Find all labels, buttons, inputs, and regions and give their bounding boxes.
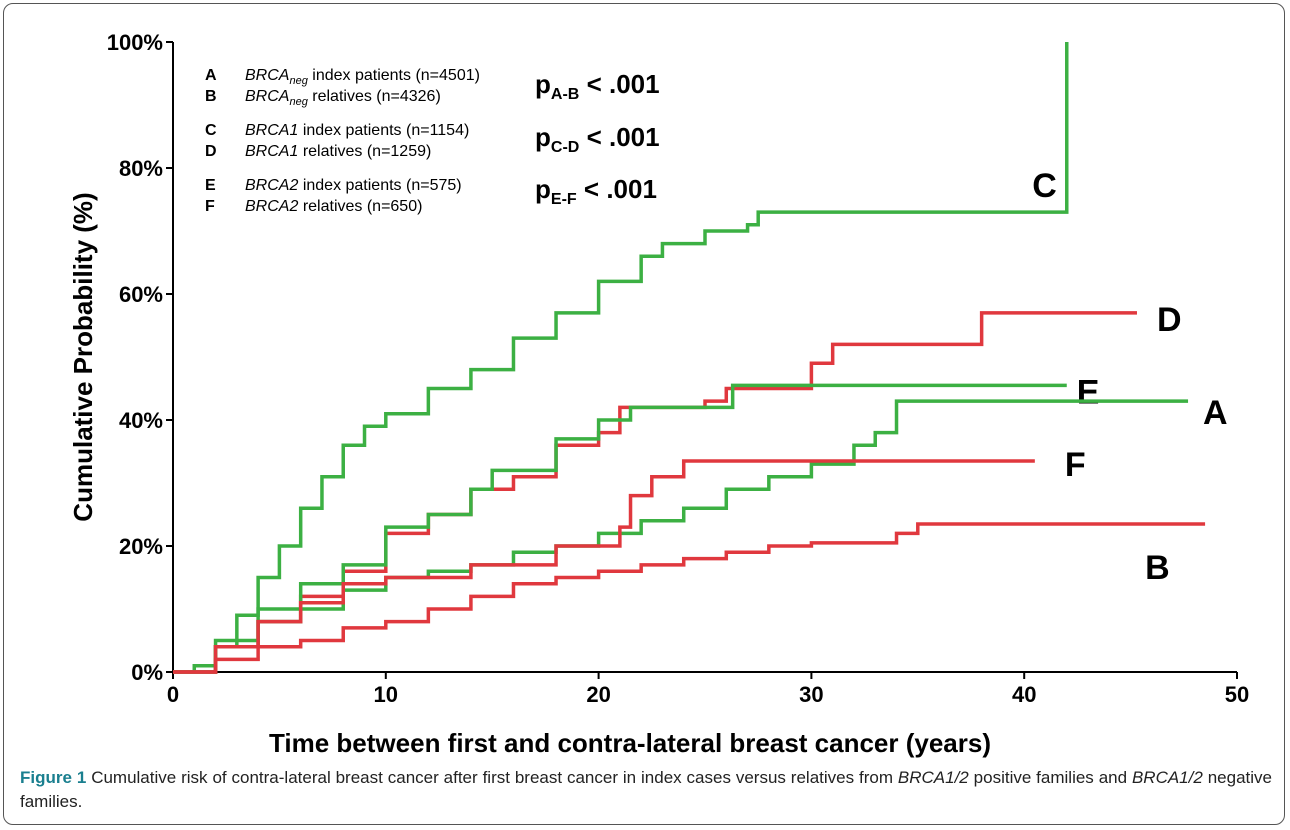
legend-desc: relatives (n=1259) <box>303 143 432 160</box>
y-tick-label: 40% <box>119 408 163 433</box>
p-sub: A-B <box>551 86 579 103</box>
legend-letter: A <box>205 67 217 84</box>
caption-text: positive families and <box>968 768 1132 787</box>
x-tick-label: 0 <box>167 682 179 707</box>
legend-sub: neg <box>289 96 308 108</box>
p-symbol: p <box>535 122 551 152</box>
p-text: < .001 <box>587 122 660 152</box>
survival-curve <box>173 383 1067 674</box>
y-axis-title: Cumulative Probability (%) <box>68 192 98 521</box>
p-value: pA-B < .001 <box>535 69 660 103</box>
caption-text: negative families. <box>20 768 1272 811</box>
curve-label: F <box>1065 446 1086 484</box>
p-symbol: p <box>535 174 551 204</box>
p-value: pC-D < .001 <box>535 122 660 156</box>
legend-letter: C <box>205 122 217 139</box>
legend-letter: B <box>205 88 217 105</box>
p-space <box>579 69 586 99</box>
p-value: pE-F < .001 <box>535 174 657 208</box>
survival-curve <box>173 399 1189 674</box>
chart: Time between first and contra-lateral br… <box>68 30 1249 758</box>
y-tick-label: 100% <box>107 30 163 55</box>
p-space <box>579 122 586 152</box>
legend-text: BRCAneg relatives (n=4326) <box>245 88 441 108</box>
legend-text: BRCA1 index patients (n=1154) <box>245 122 469 139</box>
y-tick-label: 0% <box>131 660 163 685</box>
p-space <box>577 174 584 204</box>
legend-gene: BRCA1 <box>245 143 298 160</box>
legend-desc: index patients (n=575) <box>303 177 462 194</box>
legend-text: BRCAneg index patients (n=4501) <box>245 67 480 87</box>
curve-label: D <box>1157 301 1182 339</box>
p-sub: C-D <box>551 139 579 156</box>
legend-letter: D <box>205 143 217 160</box>
x-tick-label: 20 <box>586 682 610 707</box>
curve-label: A <box>1203 394 1228 432</box>
legend-gene: BRCA2 <box>245 177 298 194</box>
legend-desc: index patients (n=1154) <box>303 122 469 139</box>
survival-curve <box>173 311 1137 674</box>
caption: Figure 1 Cumulative risk of contra-later… <box>20 766 1272 814</box>
x-tick-label: 10 <box>374 682 398 707</box>
legend-gene: BRCA1 <box>245 122 298 139</box>
caption-text: Cumulative risk of contra-lateral breast… <box>91 768 898 787</box>
caption-label: Figure 1 <box>20 768 87 787</box>
p-text: < .001 <box>587 69 660 99</box>
legend-text: BRCA2 index patients (n=575) <box>245 177 462 194</box>
legend-gene: BRCA <box>245 88 289 105</box>
curve-label: C <box>1032 167 1057 205</box>
x-tick-label: 30 <box>799 682 823 707</box>
p-sub: E-F <box>551 191 577 208</box>
p-symbol: p <box>535 69 551 99</box>
legend-desc: relatives (n=4326) <box>312 88 441 105</box>
y-tick-label: 80% <box>119 156 163 181</box>
survival-curve <box>173 522 1206 674</box>
curve-label: E <box>1077 373 1100 411</box>
legend-text: BRCA2 relatives (n=650) <box>245 198 422 215</box>
legend-sub: neg <box>289 75 308 87</box>
caption-text: BRCA1/2 <box>897 768 969 787</box>
caption-text: BRCA1/2 <box>1131 768 1203 787</box>
x-tick-label: 50 <box>1225 682 1249 707</box>
y-tick-label: 20% <box>119 534 163 559</box>
legend-text: BRCA1 relatives (n=1259) <box>245 143 431 160</box>
survival-curve <box>173 459 1035 674</box>
legend-desc: relatives (n=650) <box>303 198 423 215</box>
figure-frame <box>3 3 1285 825</box>
legend-gene: BRCA2 <box>245 198 298 215</box>
legend-gene: BRCA <box>245 67 289 84</box>
legend-desc: index patients (n=4501) <box>312 67 480 84</box>
x-tick-label: 40 <box>1012 682 1036 707</box>
p-text: < .001 <box>584 174 657 204</box>
legend-letter: F <box>205 198 215 215</box>
legend-letter: E <box>205 177 216 194</box>
y-tick-label: 60% <box>119 282 163 307</box>
x-axis-title: Time between first and contra-lateral br… <box>269 728 991 758</box>
curve-label: B <box>1145 549 1170 587</box>
